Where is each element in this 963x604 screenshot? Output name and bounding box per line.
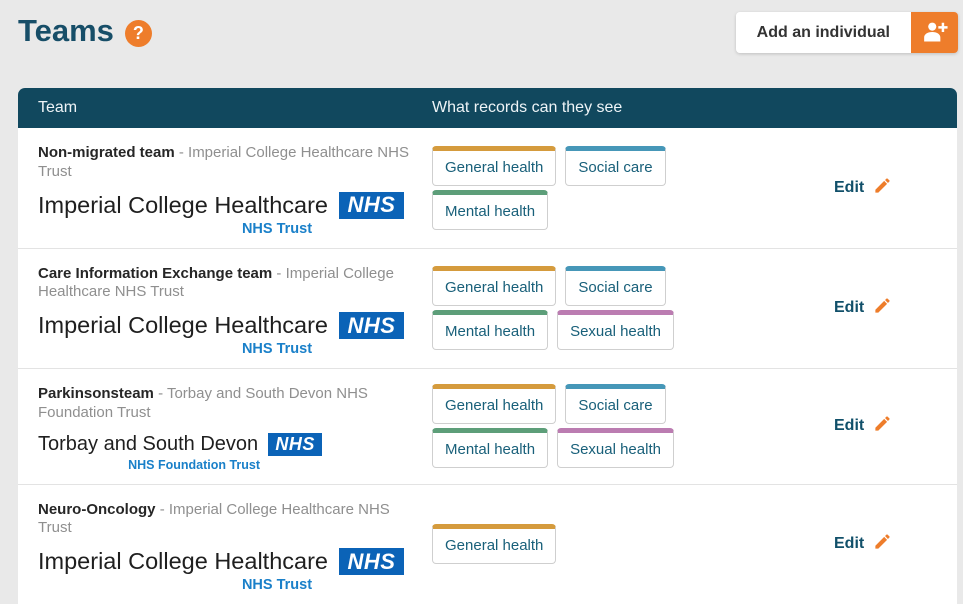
trust-logo-lockup: Torbay and South Devon NHS [38, 433, 322, 456]
help-icon[interactable]: ? [125, 20, 152, 47]
nhs-logo-box: NHS [268, 433, 322, 456]
logo-org-text: Imperial College Healthcare [38, 312, 328, 339]
nhs-logo-box: NHS [339, 548, 404, 575]
record-badge: General health [432, 146, 556, 186]
trust-logo-lockup: Imperial College Healthcare NHS [38, 192, 404, 219]
trust-logo: Torbay and South Devon NHS NHS Foundatio… [38, 433, 322, 472]
edit-link[interactable]: Edit [834, 414, 892, 438]
logo-sub-text: NHS Trust [94, 341, 460, 357]
record-badge: General health [432, 384, 556, 424]
logo-sub-text: NHS Trust [94, 221, 460, 237]
page-title: Teams ? [18, 13, 152, 49]
team-name: Parkinsonsteam [38, 385, 154, 402]
team-cell: Parkinsonsteam - Torbay and South Devon … [18, 369, 432, 484]
add-individual-button[interactable]: Add an individual [736, 12, 958, 53]
record-badge: Sexual health [557, 310, 674, 350]
trust-logo-lockup: Imperial College Healthcare NHS [38, 312, 404, 339]
person-plus-icon [911, 12, 958, 53]
edit-link[interactable]: Edit [834, 532, 892, 556]
team-title-line: Parkinsonsteam - Torbay and South Devon … [38, 385, 420, 423]
edit-link-label: Edit [834, 299, 864, 317]
record-badge: Social care [565, 384, 665, 424]
edit-cell: Edit [798, 369, 957, 484]
edit-cell: Edit [798, 249, 957, 369]
edit-link-label: Edit [834, 179, 864, 197]
logo-org-text: Imperial College Healthcare [38, 548, 328, 575]
team-name: Care Information Exchange team [38, 265, 272, 282]
trust-logo: Imperial College Healthcare NHS NHS Trus… [38, 548, 404, 593]
add-individual-label: Add an individual [736, 12, 911, 53]
team-cell: Neuro-Oncology - Imperial College Health… [18, 485, 432, 604]
logo-sub-text: NHS Foundation Trust [52, 458, 336, 472]
edit-pencil-icon [873, 176, 892, 200]
edit-pencil-icon [873, 296, 892, 320]
record-badge: General health [432, 524, 556, 564]
record-badge: Sexual health [557, 428, 674, 468]
edit-link[interactable]: Edit [834, 296, 892, 320]
team-row: Non-migrated team - Imperial College Hea… [18, 128, 957, 248]
table-header: Team What records can they see [18, 88, 957, 128]
edit-cell: Edit [798, 485, 957, 604]
logo-sub-text: NHS Trust [94, 577, 460, 593]
edit-pencil-icon [873, 414, 892, 438]
record-badge: General health [432, 266, 556, 306]
column-header-records: What records can they see [432, 99, 957, 117]
page-title-text: Teams [18, 13, 114, 49]
team-cell: Non-migrated team - Imperial College Hea… [18, 128, 432, 248]
edit-pencil-icon [873, 532, 892, 556]
edit-link[interactable]: Edit [834, 176, 892, 200]
column-header-team: Team [18, 99, 432, 117]
trust-logo-lockup: Imperial College Healthcare NHS [38, 548, 404, 575]
team-title-line: Neuro-Oncology - Imperial College Health… [38, 501, 420, 539]
team-title-line: Non-migrated team - Imperial College Hea… [38, 144, 420, 182]
team-name: Neuro-Oncology [38, 501, 156, 518]
record-badge: Social care [565, 266, 665, 306]
records-cell: General health [432, 485, 798, 604]
team-cell: Care Information Exchange team - Imperia… [18, 249, 432, 369]
nhs-logo-box: NHS [339, 312, 404, 339]
nhs-logo-box: NHS [339, 192, 404, 219]
trust-logo: Imperial College Healthcare NHS NHS Trus… [38, 312, 404, 357]
logo-org-text: Torbay and South Devon [38, 433, 258, 456]
logo-org-text: Imperial College Healthcare [38, 192, 328, 219]
edit-link-label: Edit [834, 535, 864, 553]
edit-link-label: Edit [834, 417, 864, 435]
team-row: Care Information Exchange team - Imperia… [18, 248, 957, 369]
record-badge: Mental health [432, 428, 548, 468]
trust-logo: Imperial College Healthcare NHS NHS Trus… [38, 192, 404, 237]
edit-cell: Edit [798, 128, 957, 248]
team-row: Parkinsonsteam - Torbay and South Devon … [18, 368, 957, 484]
table-body: Non-migrated team - Imperial College Hea… [18, 128, 957, 604]
team-title-line: Care Information Exchange team - Imperia… [38, 265, 420, 303]
team-name: Non-migrated team [38, 144, 175, 161]
teams-table: Team What records can they see Non-migra… [18, 88, 957, 604]
record-badge: Social care [565, 146, 665, 186]
team-row: Neuro-Oncology - Imperial College Health… [18, 484, 957, 604]
